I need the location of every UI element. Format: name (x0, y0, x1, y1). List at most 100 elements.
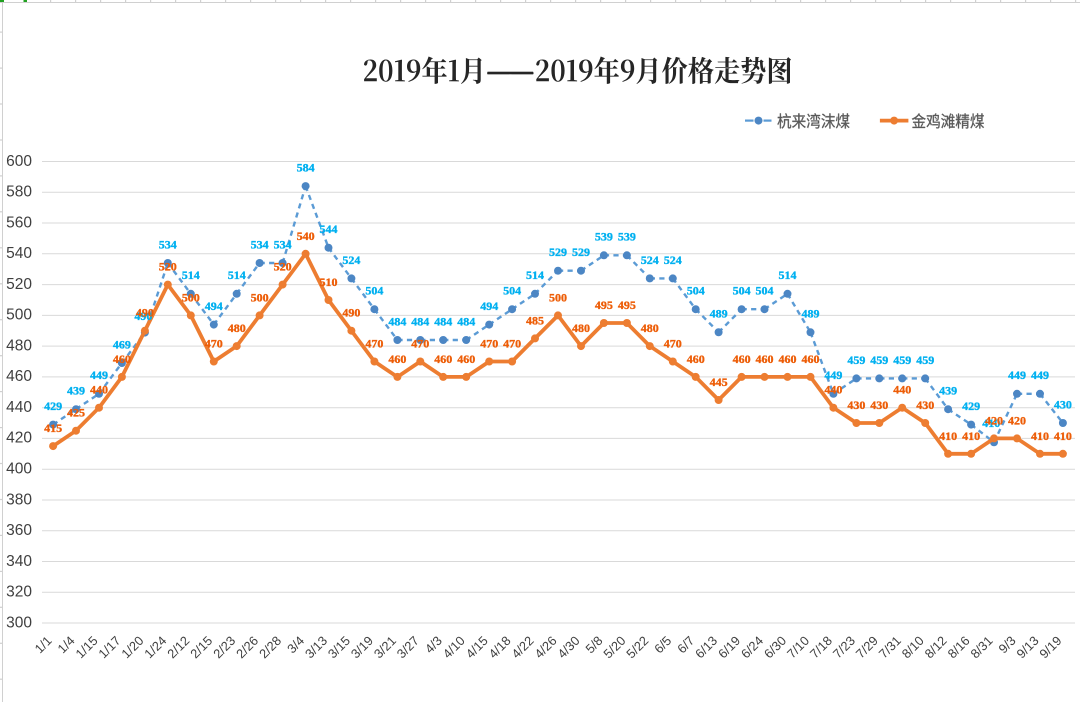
svg-text:460: 460 (733, 352, 751, 366)
svg-text:504: 504 (503, 284, 521, 298)
svg-text:524: 524 (342, 253, 360, 267)
svg-text:2/23: 2/23 (210, 633, 238, 661)
svg-text:2/12: 2/12 (164, 633, 192, 661)
svg-text:7/23: 7/23 (830, 633, 858, 661)
svg-text:4/22: 4/22 (508, 633, 536, 661)
svg-text:429: 429 (44, 399, 62, 413)
svg-text:504: 504 (365, 284, 383, 298)
svg-text:484: 484 (411, 314, 429, 328)
svg-text:524: 524 (664, 253, 682, 267)
svg-text:459: 459 (893, 353, 911, 367)
svg-text:534: 534 (274, 237, 292, 251)
svg-text:7/10: 7/10 (784, 633, 812, 661)
svg-text:2/15: 2/15 (187, 633, 215, 661)
svg-text:1/24: 1/24 (141, 633, 169, 661)
svg-text:430: 430 (870, 398, 888, 412)
svg-text:410: 410 (1031, 429, 1049, 443)
svg-text:5/20: 5/20 (600, 633, 628, 661)
svg-text:8/12: 8/12 (921, 633, 949, 661)
svg-text:3/21: 3/21 (371, 633, 399, 661)
svg-text:1/17: 1/17 (95, 633, 123, 661)
svg-text:320: 320 (6, 584, 32, 601)
svg-text:449: 449 (1008, 368, 1026, 382)
svg-text:504: 504 (733, 284, 751, 298)
svg-text:4/18: 4/18 (485, 633, 513, 661)
svg-text:2/28: 2/28 (256, 633, 284, 661)
svg-text:340: 340 (6, 553, 32, 570)
svg-text:460: 460 (388, 352, 406, 366)
svg-text:420: 420 (985, 413, 1003, 427)
svg-text:430: 430 (916, 398, 934, 412)
svg-text:504: 504 (756, 284, 774, 298)
svg-text:540: 540 (297, 229, 315, 243)
svg-text:430: 430 (847, 398, 865, 412)
svg-text:429: 429 (962, 399, 980, 413)
svg-text:460: 460 (434, 352, 452, 366)
svg-text:560: 560 (6, 214, 32, 231)
svg-text:3/19: 3/19 (348, 633, 376, 661)
svg-text:449: 449 (1031, 368, 1049, 382)
svg-text:480: 480 (6, 337, 32, 354)
svg-text:484: 484 (388, 314, 406, 328)
svg-text:440: 440 (90, 383, 108, 397)
svg-text:500: 500 (251, 290, 269, 304)
svg-text:445: 445 (710, 375, 728, 389)
svg-text:514: 514 (526, 268, 544, 282)
svg-text:6/5: 6/5 (651, 633, 674, 656)
svg-text:490: 490 (342, 306, 360, 320)
svg-text:460: 460 (113, 352, 131, 366)
svg-text:449: 449 (90, 368, 108, 382)
svg-text:425: 425 (67, 406, 85, 420)
svg-text:449: 449 (824, 368, 842, 382)
svg-text:8/10: 8/10 (899, 633, 927, 661)
svg-text:4/26: 4/26 (531, 633, 559, 661)
svg-text:7/31: 7/31 (876, 633, 904, 661)
svg-text:520: 520 (6, 276, 32, 293)
svg-text:7/18: 7/18 (807, 633, 835, 661)
svg-text:9/13: 9/13 (1013, 633, 1041, 661)
svg-text:360: 360 (6, 522, 32, 539)
svg-text:504: 504 (687, 284, 705, 298)
svg-text:470: 470 (664, 337, 682, 351)
svg-text:3/13: 3/13 (302, 633, 330, 661)
svg-text:494: 494 (480, 299, 498, 313)
svg-text:430: 430 (1054, 397, 1072, 411)
svg-text:6/24: 6/24 (738, 633, 766, 661)
svg-text:460: 460 (687, 352, 705, 366)
svg-text:470: 470 (411, 337, 429, 351)
svg-text:7/29: 7/29 (853, 633, 881, 661)
svg-text:6/30: 6/30 (761, 633, 789, 661)
svg-text:6/19: 6/19 (715, 633, 743, 661)
svg-text:500: 500 (6, 307, 32, 324)
svg-text:1/20: 1/20 (118, 633, 146, 661)
svg-text:420: 420 (1008, 413, 1026, 427)
svg-text:510: 510 (320, 275, 338, 289)
svg-text:500: 500 (182, 290, 200, 304)
svg-text:1/15: 1/15 (72, 633, 100, 661)
svg-text:440: 440 (893, 383, 911, 397)
svg-text:410: 410 (1054, 429, 1072, 443)
svg-text:490: 490 (134, 309, 152, 323)
svg-text:4/10: 4/10 (440, 633, 468, 661)
svg-text:514: 514 (779, 268, 797, 282)
svg-text:410: 410 (939, 429, 957, 443)
svg-text:440: 440 (6, 399, 32, 416)
svg-text:470: 470 (365, 337, 383, 351)
svg-text:6/13: 6/13 (692, 633, 720, 661)
svg-text:410: 410 (982, 416, 1000, 430)
svg-text:9/19: 9/19 (1036, 633, 1064, 661)
svg-text:420: 420 (6, 430, 32, 447)
svg-text:470: 470 (503, 337, 521, 351)
svg-text:439: 439 (939, 384, 957, 398)
svg-text:529: 529 (572, 245, 590, 259)
svg-text:480: 480 (572, 321, 590, 335)
svg-text:494: 494 (205, 299, 223, 313)
svg-text:459: 459 (916, 353, 934, 367)
svg-text:460: 460 (756, 352, 774, 366)
svg-text:469: 469 (113, 337, 131, 351)
svg-text:520: 520 (274, 260, 292, 274)
svg-text:410: 410 (962, 429, 980, 443)
svg-text:380: 380 (6, 491, 32, 508)
svg-text:4/15: 4/15 (463, 633, 491, 661)
svg-text:534: 534 (251, 237, 269, 251)
